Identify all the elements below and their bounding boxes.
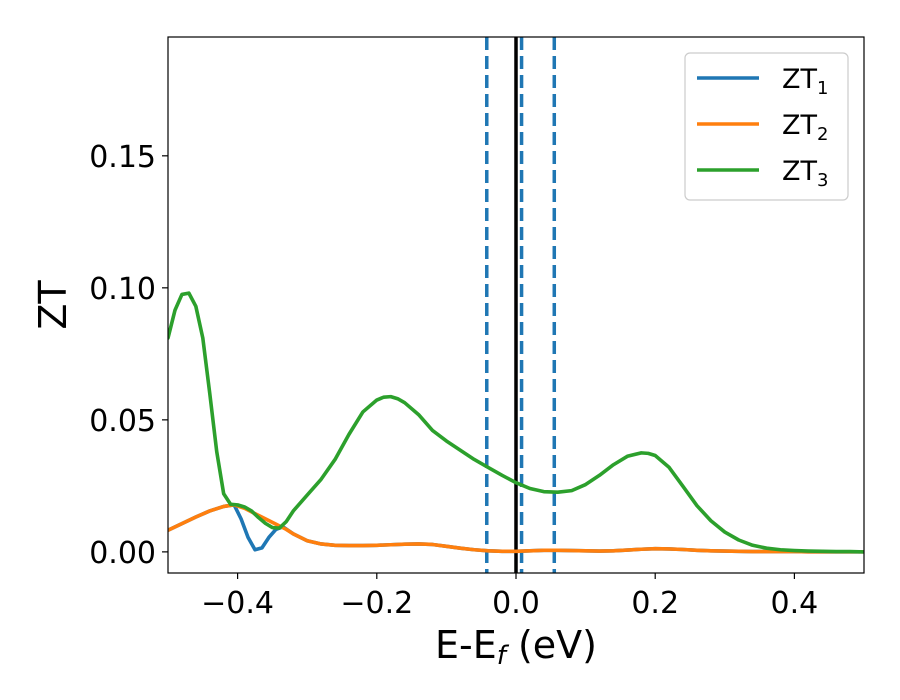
y-tick-label: 0.00	[89, 536, 156, 571]
series-line-zt3	[168, 291, 864, 554]
x-tick-label: 0.0	[492, 586, 540, 621]
legend-label-zt2: ZT2	[782, 110, 828, 145]
y-axis-ticks: 0.00 0.05 0.10 0.15	[89, 140, 168, 571]
x-tick-label: −0.2	[340, 586, 413, 621]
y-tick-label: 0.10	[89, 272, 156, 307]
y-tick-label: 0.15	[89, 140, 156, 175]
x-axis-label: E-Ef (eV)	[435, 623, 597, 671]
y-tick-label: 0.05	[89, 404, 156, 439]
x-tick-label: −0.4	[201, 586, 274, 621]
x-axis-label-unit: (eV)	[506, 623, 597, 667]
legend: ZT1 ZT2 ZT3	[684, 52, 849, 201]
y-axis-label: ZT	[31, 280, 75, 330]
legend-label-zt3: ZT3	[782, 156, 828, 191]
legend-label-zt1: ZT1	[782, 64, 828, 99]
x-tick-label: 0.2	[631, 586, 679, 621]
x-axis-ticks: −0.4 −0.2 0.0 0.2 0.4	[201, 573, 818, 621]
series-lines	[168, 291, 864, 554]
series-line-zt2	[168, 503, 864, 554]
x-axis-label-main: E-E	[435, 623, 497, 667]
legend-box	[684, 52, 849, 201]
x-tick-label: 0.4	[771, 586, 819, 621]
